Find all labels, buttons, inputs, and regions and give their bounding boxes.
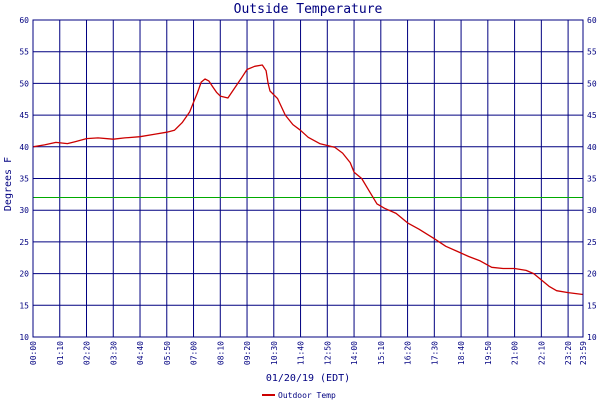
x-tick-label: 10:30 [270,341,279,365]
y-tick-label-left: 35 [19,175,29,184]
x-tick-label: 11:40 [297,341,306,365]
x-tick-label: 14:00 [350,341,359,365]
y-tick-label-left: 50 [19,79,29,88]
x-tick-label: 21:00 [511,341,520,365]
y-tick-label-right: 50 [587,79,597,88]
y-tick-label-right: 60 [587,16,597,25]
y-tick-label-right: 20 [587,270,597,279]
y-tick-label-right: 35 [587,175,597,184]
y-tick-labels: 10 10 15 15 20 20 25 25 30 30 35 35 40 40 45 45 50 50 55 55… [19,16,596,342]
x-tick-label: 02:20 [83,341,92,365]
y-tick-label-right: 30 [587,206,597,215]
x-tick-label: 17:30 [430,341,439,365]
y-tick-label-right: 25 [587,238,597,247]
y-tick-label-left: 55 [19,48,29,57]
x-tick-label: 07:00 [190,341,199,365]
y-tick-label-left: 15 [19,301,29,310]
plot-frame-layer [32,19,584,338]
y-tick-label-right: 55 [587,48,597,57]
x-tick-label: 19:50 [484,341,493,365]
grid-lines [32,19,584,338]
x-tick-label: 23:20 [564,341,573,365]
x-tick-labels: 00:00 01:10 02:20 03:30 04:40 05:50 07:00 08:10… [29,341,588,365]
x-tick-label: 15:10 [377,341,386,365]
y-tick-label-left: 40 [19,143,29,152]
y-tick-label-left: 60 [19,16,29,25]
y-tick-label-right: 10 [587,333,597,342]
y-tick-label-right: 40 [587,143,597,152]
y-tick-label-left: 25 [19,238,29,247]
x-tick-label: 23:59 [579,341,588,365]
x-tick-label: 12:50 [323,341,332,365]
x-tick-label: 03:30 [109,341,118,365]
x-tick-label: 18:40 [457,341,466,365]
chart-title: Outside Temperature [234,2,383,17]
x-axis-label: 01/20/19 (EDT) [266,373,350,384]
series-layer [32,64,584,296]
x-tick-label: 01:10 [56,341,65,365]
y-tick-label-right: 15 [587,301,597,310]
x-tick-label: 00:00 [29,341,38,365]
x-tick-label: 16:20 [404,341,413,365]
y-tick-label-left: 30 [19,206,29,215]
x-tick-label: 22:10 [537,341,546,365]
y-tick-label-right: 45 [587,111,597,120]
legend-label: Outdoor Temp [278,391,336,400]
x-tick-label: 04:40 [136,341,145,365]
plot-frame [32,19,584,338]
series-line-outdoor-temp [32,64,584,296]
x-tick-label: 05:50 [163,341,172,365]
y-axis-label: Degrees F [3,157,14,211]
y-tick-label-left: 10 [19,333,29,342]
y-tick-label-left: 45 [19,111,29,120]
y-tick-label-left: 20 [19,270,29,279]
x-tick-label: 09:20 [243,341,252,365]
legend: Outdoor Temp [262,391,336,400]
x-tick-label: 08:10 [216,341,225,365]
